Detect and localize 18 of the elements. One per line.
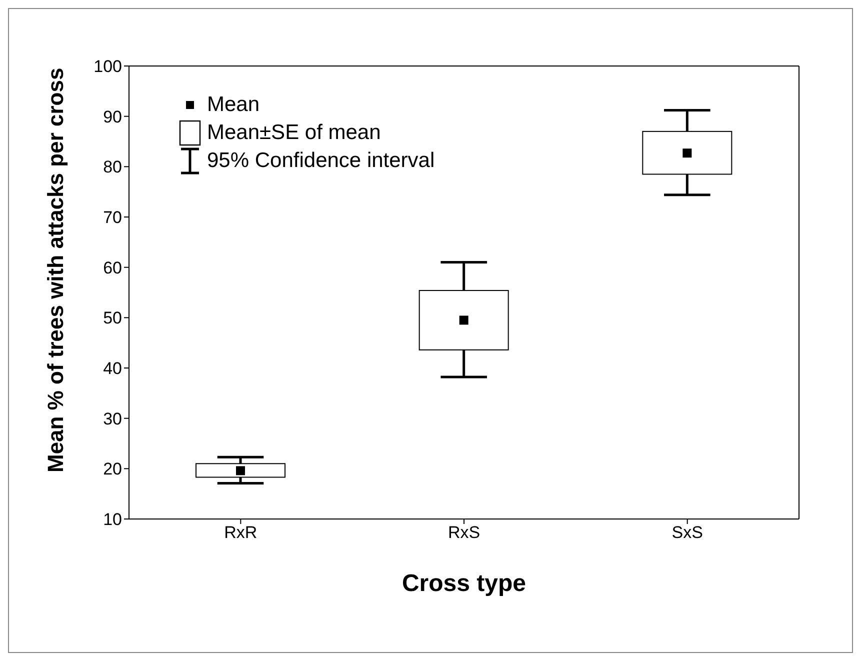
annotation: Mean±SE of mean <box>207 120 381 146</box>
y-tick-label: 90 <box>103 107 122 126</box>
annotation: Mean <box>207 92 260 118</box>
x-tick-label: RxS <box>448 523 480 542</box>
y-tick-label: 30 <box>103 409 122 428</box>
x-tick-label: SxS <box>672 523 703 542</box>
x-axis-title: Cross type <box>402 570 526 597</box>
y-tick-label: 10 <box>103 510 122 530</box>
annotation: 95% Confidence interval <box>207 148 435 174</box>
y-tick-label: 50 <box>103 308 122 328</box>
y-tick-label: 80 <box>103 158 122 177</box>
y-tick-label: 20 <box>103 460 122 479</box>
y-axis-title: Mean % of trees with attacks per cross <box>42 68 68 472</box>
y-tick-label: 100 <box>94 57 122 76</box>
x-tick-label: RxR <box>224 523 258 542</box>
y-tick-label: 70 <box>103 208 122 228</box>
y-tick-label: 40 <box>103 359 122 378</box>
y-tick-label: 60 <box>103 258 122 278</box>
